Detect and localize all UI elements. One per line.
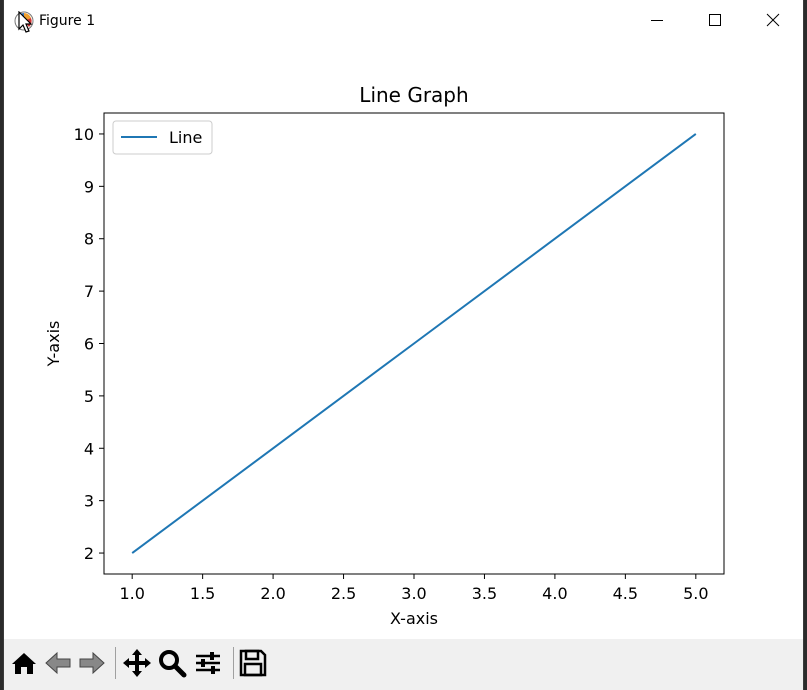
x-tick-label: 2.0 — [260, 584, 285, 603]
pan-button[interactable] — [121, 647, 153, 679]
home-button[interactable] — [8, 647, 40, 679]
home-icon — [12, 653, 36, 674]
chart-title: Line Graph — [359, 83, 468, 107]
y-tick-label: 2 — [84, 544, 94, 563]
y-tick-label: 3 — [84, 492, 94, 511]
x-tick-label: 2.5 — [331, 584, 356, 603]
x-tick-label: 5.0 — [683, 584, 708, 603]
x-tick-label: 3.0 — [401, 584, 426, 603]
legend-label: Line — [169, 128, 202, 147]
axes-frame — [103, 112, 725, 575]
x-tick-label: 4.5 — [613, 584, 638, 603]
back-button[interactable] — [42, 647, 74, 679]
figure-canvas[interactable]: 1.0 1.5 2.0 2.5 3.0 3.5 4.0 4.5 5.0 2 3 4 5 6 7 8 9 10 Li… — [4, 42, 803, 639]
zoom-button[interactable] — [156, 647, 188, 679]
y-tick-label: 4 — [84, 439, 94, 458]
figure-window: Figure 1 1.0 1.5 2.0 2.5 3.0 3.5 4.0 4.5 5.0 2 3 4 5… — [3, 0, 804, 690]
legend: Line — [112, 120, 213, 155]
x-tick-label: 3.5 — [472, 584, 497, 603]
title-bar[interactable]: Figure 1 — [4, 0, 803, 42]
y-tick-label: 6 — [84, 335, 94, 354]
minimize-icon — [651, 20, 663, 21]
forward-arrow-icon — [79, 651, 105, 675]
x-tick-label: 4.0 — [542, 584, 567, 603]
zoom-icon — [159, 650, 187, 678]
toolbar-separator — [233, 647, 234, 679]
y-tick-label: 10 — [74, 125, 94, 144]
x-axis-label: X-axis — [390, 609, 438, 628]
maximize-icon — [709, 14, 721, 26]
legend-box — [112, 120, 213, 155]
forward-button[interactable] — [76, 647, 108, 679]
y-tick-label: 8 — [84, 230, 94, 249]
window-title: Figure 1 — [39, 13, 96, 29]
series-line-line — [131, 133, 697, 554]
maximize-button[interactable] — [687, 0, 745, 42]
navigation-toolbar — [4, 639, 803, 690]
minimize-button[interactable] — [629, 0, 687, 42]
y-tick-label: 9 — [84, 177, 94, 196]
save-icon — [239, 649, 267, 677]
save-button[interactable] — [237, 647, 269, 679]
pan-icon — [123, 649, 151, 677]
y-axis-label: Y-axis — [44, 321, 63, 368]
y-tick-label: 5 — [84, 387, 94, 406]
close-icon — [766, 13, 780, 27]
configure-subplots-button[interactable] — [192, 647, 224, 679]
x-tick-label: 1.5 — [190, 584, 215, 603]
line-chart: 1.0 1.5 2.0 2.5 3.0 3.5 4.0 4.5 5.0 2 3 4 5 6 7 8 9 10 Li… — [44, 83, 725, 628]
configure-subplots-icon — [196, 652, 220, 674]
x-tick-label: 1.0 — [119, 584, 144, 603]
mouse-cursor-icon — [18, 11, 33, 33]
back-arrow-icon — [45, 651, 71, 675]
toolbar-separator — [115, 647, 116, 679]
y-tick-label: 7 — [84, 282, 94, 301]
close-button[interactable] — [745, 0, 803, 42]
